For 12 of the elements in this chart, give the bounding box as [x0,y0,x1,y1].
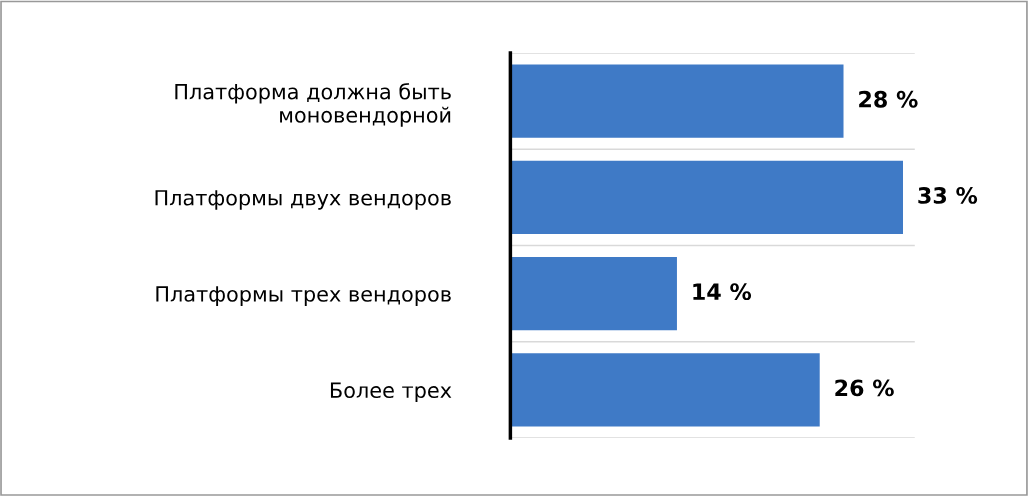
data-label: 28 % [859,90,918,108]
y-tick-label: Платформа должна быть моновендорной [175,83,451,127]
data-label: 33 % [918,187,978,204]
bar [510,257,677,331]
bar [510,64,844,138]
y-tick-label: Платформы трех вендоров [156,286,451,306]
bar [510,160,903,234]
y-tick-label: Более трех [330,382,452,403]
data-label: 14 % [693,283,752,301]
y-tick-label: Платформы двух вендоров [155,190,451,210]
data-label: 26 % [835,379,894,397]
bar [510,353,820,427]
